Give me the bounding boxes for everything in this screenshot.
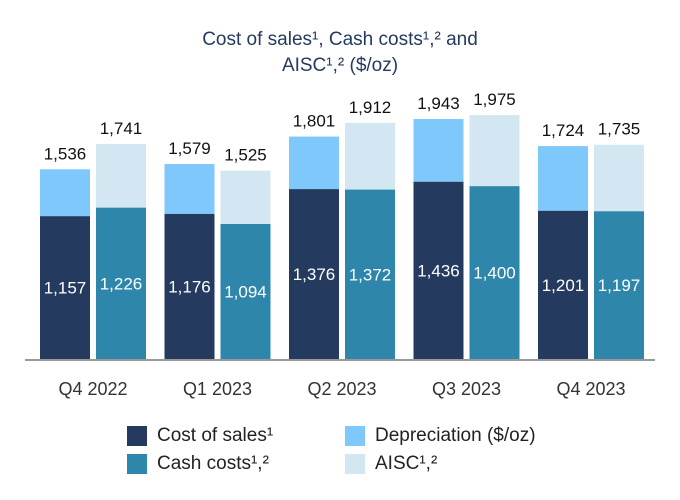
chart-title-line2: AISC¹,² ($/oz) [281, 55, 399, 76]
total-label: 1,912 [349, 98, 392, 117]
bar-segment [164, 163, 215, 214]
legend-swatch [345, 454, 365, 474]
legend-swatch [345, 426, 365, 446]
total-label: 1,536 [44, 144, 87, 163]
inner-label: 1,372 [349, 265, 392, 284]
total-label: 1,579 [168, 139, 211, 158]
inner-label: 1,176 [168, 277, 211, 296]
bar-segment [594, 211, 644, 359]
bar-segment [413, 119, 464, 182]
inner-label: 1,376 [293, 265, 336, 284]
legend-item-cash-costs: Cash costs¹,² [127, 453, 269, 475]
bar-segment [469, 186, 520, 359]
legend-swatch [127, 426, 147, 446]
legend-item-aisc: AISC¹,² [345, 453, 437, 475]
legend-label: Depreciation ($/oz) [375, 425, 536, 446]
bar-segment [413, 181, 464, 359]
bar-segment [594, 144, 644, 212]
total-label: 1,525 [224, 146, 267, 165]
inner-label: 1,197 [598, 276, 641, 295]
inner-label: 1,226 [100, 274, 143, 293]
inner-label: 1,094 [224, 282, 267, 301]
legend-item-cost-of-sales: Cost of sales¹ [127, 425, 273, 447]
x-tick-label: Q3 2023 [432, 379, 501, 399]
bar-segment [289, 136, 339, 190]
inner-label: 1,157 [44, 279, 87, 298]
total-label: 1,975 [473, 90, 516, 109]
bar-segment [220, 223, 271, 359]
bar-segment [96, 207, 146, 359]
chart-title-line1: Cost of sales¹, Cash costs¹,² and [202, 29, 478, 50]
bar-segment [289, 189, 339, 359]
legend-label: Cash costs¹,² [157, 453, 269, 474]
legend-swatch [127, 454, 147, 474]
bar-segment [345, 122, 395, 190]
bar-segment [40, 169, 90, 217]
total-label: 1,801 [293, 112, 336, 131]
bar-segment [220, 170, 271, 224]
total-label: 1,943 [417, 94, 460, 113]
total-label: 1,724 [542, 121, 585, 140]
legend-label: Cost of sales¹ [157, 425, 274, 446]
inner-label: 1,400 [473, 264, 516, 283]
bar-segment [164, 213, 215, 359]
x-tick-label: Q2 2023 [307, 379, 376, 399]
inner-label: 1,201 [542, 276, 585, 295]
legend-item-depreciation: Depreciation ($/oz) [345, 425, 536, 447]
inner-label: 1,436 [417, 261, 460, 280]
legend-label: AISC¹,² [375, 453, 438, 474]
x-tick-label: Q1 2023 [183, 379, 252, 399]
total-label: 1,735 [598, 120, 641, 139]
x-tick-label: Q4 2022 [58, 379, 127, 399]
total-label: 1,741 [100, 119, 143, 138]
bar-segment [40, 216, 90, 359]
bar-segment [538, 210, 588, 359]
bar-segment [96, 143, 146, 208]
bar-segment [469, 115, 520, 187]
x-tick-label: Q4 2023 [556, 379, 625, 399]
bar-segment [538, 146, 588, 211]
bar-segment [345, 189, 395, 359]
